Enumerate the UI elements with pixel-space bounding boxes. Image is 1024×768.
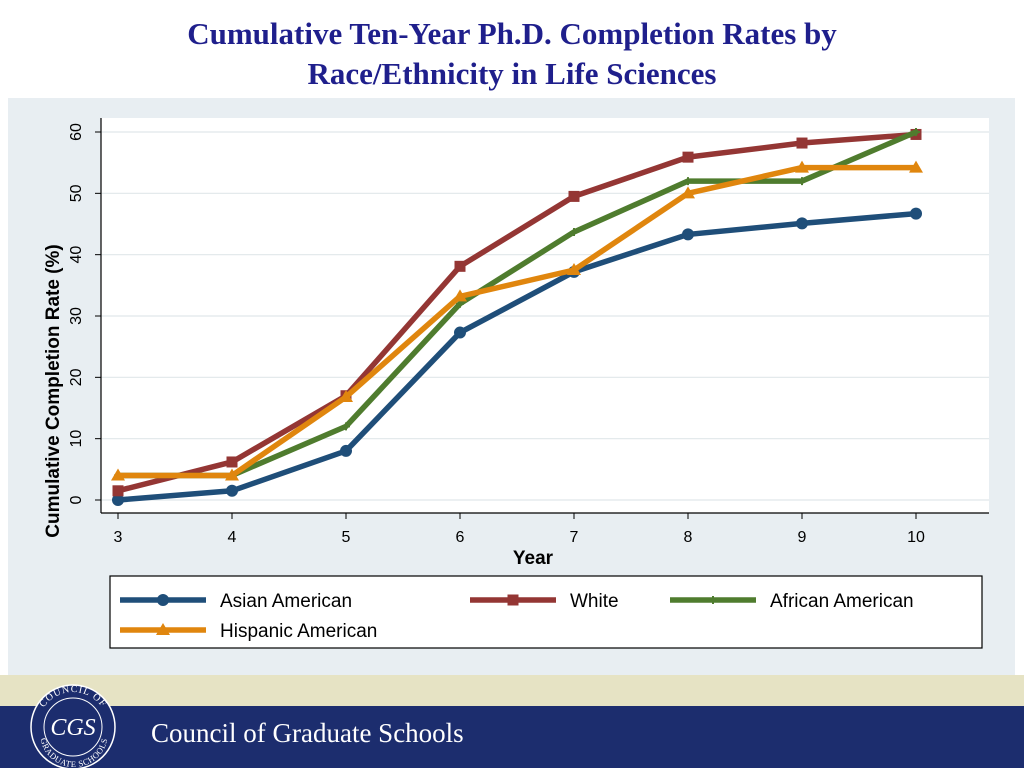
data-point-white bbox=[796, 137, 808, 149]
data-point-african-american bbox=[684, 177, 692, 186]
data-point-african-american bbox=[342, 422, 350, 431]
data-point-asian-american bbox=[796, 217, 808, 230]
data-point-asian-american bbox=[910, 207, 922, 220]
legend-swatch-marker bbox=[709, 596, 717, 604]
legend-swatch-marker bbox=[157, 594, 169, 606]
slide-title-line-1: Cumulative Ten-Year Ph.D. Completion Rat… bbox=[187, 16, 837, 51]
data-point-african-american bbox=[798, 177, 806, 186]
x-tick-label: 3 bbox=[114, 529, 123, 546]
y-tick-label: 20 bbox=[68, 368, 85, 386]
data-point-asian-american bbox=[112, 494, 124, 506]
data-point-hispanic-american bbox=[795, 160, 809, 173]
x-tick-label: 5 bbox=[342, 529, 351, 546]
data-point-white bbox=[226, 456, 238, 468]
data-point-asian-american bbox=[682, 228, 694, 241]
axes: 0 10 20 30 40 50 60 3 4 5 6 7 8 9 10 bbox=[68, 118, 989, 546]
footer-org-name: Council of Graduate Schools bbox=[151, 718, 464, 748]
data-point-white bbox=[112, 485, 124, 497]
x-tick-label: 7 bbox=[570, 529, 579, 546]
legend-label: Asian American bbox=[220, 591, 352, 612]
legend-label: Hispanic American bbox=[220, 621, 377, 642]
data-point-hispanic-american bbox=[909, 160, 923, 173]
data-point-white bbox=[682, 151, 694, 163]
legend-swatch-marker bbox=[156, 623, 170, 635]
series-line-african-american bbox=[115, 129, 919, 479]
data-point-asian-american bbox=[340, 444, 352, 457]
y-tick-label: 40 bbox=[68, 246, 85, 264]
legend: Asian American White African American Hispa… bbox=[109, 575, 983, 649]
x-tick-label: 6 bbox=[456, 529, 465, 546]
gridlines bbox=[101, 131, 989, 501]
footer-bar bbox=[0, 706, 1024, 768]
data-point-hispanic-american bbox=[225, 468, 239, 481]
line-chart: 0 10 20 30 40 50 60 3 4 5 6 7 8 9 10 Year Cumulative C… bbox=[43, 118, 989, 649]
logo-monogram: CGS bbox=[50, 715, 95, 741]
footer-band bbox=[0, 675, 1024, 706]
x-tick-label: 4 bbox=[228, 529, 237, 546]
series-lines bbox=[111, 128, 923, 506]
data-point-asian-american bbox=[226, 484, 238, 497]
legend-entries: Asian American White African American Hispa… bbox=[120, 591, 914, 642]
legend-label: White bbox=[570, 591, 619, 612]
y-tick-label: 10 bbox=[68, 430, 85, 448]
x-axis-title: Year bbox=[513, 548, 554, 569]
data-point-african-american bbox=[912, 128, 920, 136]
data-point-african-american bbox=[570, 227, 578, 236]
data-point-hispanic-american bbox=[339, 389, 353, 402]
series-line-hispanic-american bbox=[115, 164, 919, 479]
legend-box bbox=[109, 575, 983, 649]
legend-entry-hispanic-american: Hispanic American bbox=[120, 621, 377, 642]
legend-label: African American bbox=[770, 591, 914, 612]
slide-title-line-2: Race/Ethnicity in Life Sciences bbox=[307, 56, 717, 91]
legend-entry-white: White bbox=[470, 591, 619, 612]
y-tick-label: 60 bbox=[68, 123, 85, 141]
data-point-hispanic-american bbox=[567, 263, 581, 275]
y-tick-label: 50 bbox=[68, 184, 85, 202]
cgs-logo: COUNCIL OF GRADUATE SCHOOLS CGS bbox=[22, 683, 126, 768]
legend-entry-african-american: African American bbox=[670, 591, 914, 612]
x-tick-label: 9 bbox=[798, 529, 807, 546]
y-tick-label: 0 bbox=[68, 495, 85, 504]
series-hispanic-american bbox=[111, 160, 923, 481]
x-tick-label: 10 bbox=[907, 529, 925, 546]
data-point-hispanic-american bbox=[681, 186, 695, 199]
series-line-asian-american bbox=[115, 210, 919, 503]
data-point-white bbox=[568, 190, 580, 202]
y-axis-title: Cumulative Completion Rate (%) bbox=[43, 244, 64, 537]
x-tick-label: 8 bbox=[684, 529, 693, 546]
data-point-asian-american bbox=[454, 326, 466, 339]
y-tick-label: 30 bbox=[68, 307, 85, 325]
series-line-white bbox=[115, 131, 919, 494]
slide-title: Cumulative Ten-Year Ph.D. Completion Rat… bbox=[0, 14, 1024, 94]
legend-entry-asian-american: Asian American bbox=[120, 591, 352, 612]
data-point-white bbox=[454, 260, 466, 272]
data-point-hispanic-american bbox=[111, 468, 125, 481]
chart-panel: 0 10 20 30 40 50 60 3 4 5 6 7 8 9 10 Year Cumulative C… bbox=[8, 98, 1015, 675]
data-point-hispanic-american bbox=[453, 289, 467, 302]
legend-swatch-marker bbox=[507, 594, 519, 606]
